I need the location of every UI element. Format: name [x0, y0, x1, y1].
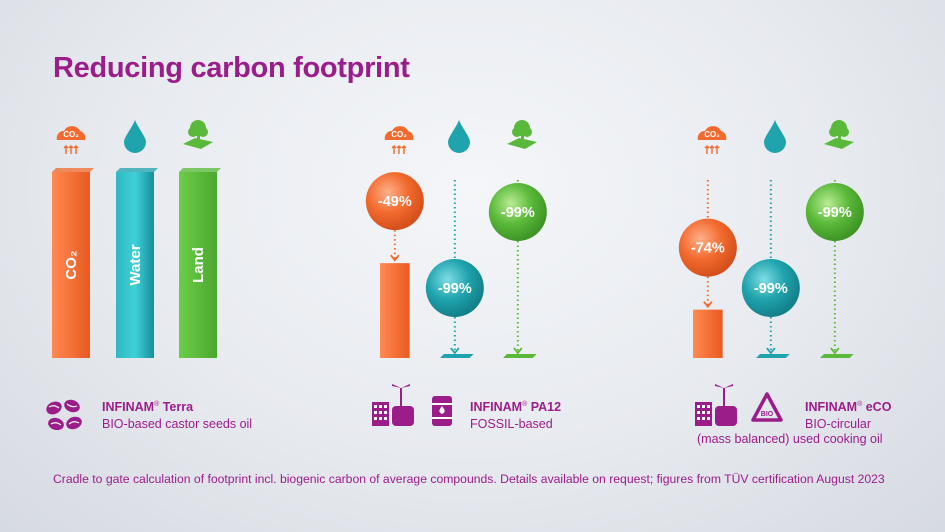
reduction-label-land: -99% [818, 205, 852, 221]
tree-trunk [838, 134, 841, 143]
product-sub: FOSSIL-based [470, 417, 553, 431]
water-drop-icon [124, 120, 146, 153]
reduction-label-water: -99% [438, 281, 472, 297]
bar-land-1 [503, 354, 537, 358]
reduction-bubble-water [425, 259, 484, 317]
footnote: Cradle to gate calculation of footprint … [53, 472, 885, 486]
connector-arrowhead [450, 347, 460, 355]
reduction-bubble-land [805, 183, 864, 241]
tree-trunk [521, 134, 524, 143]
bar-water-2 [756, 354, 790, 358]
industry-plant-icon [695, 384, 737, 426]
reduction-bubble-co2 [678, 218, 737, 277]
tree-crown [839, 127, 849, 137]
product-brand: INFINAM [102, 400, 155, 414]
product-brand: INFINAM [805, 400, 858, 414]
bar-top-water [116, 168, 158, 172]
oil-barrel-icon [432, 396, 452, 426]
connector-arrowhead [513, 347, 523, 355]
co2-arrow [401, 145, 407, 154]
registered-mark: ® [522, 401, 528, 408]
bio-recycle-icon: BIO [751, 392, 783, 422]
connector-arrowhead [766, 347, 776, 355]
registered-mark: ® [857, 401, 863, 408]
industry-plant-icon [372, 384, 414, 426]
reduction-label-water: -99% [754, 281, 788, 297]
land-tree-icon [507, 138, 537, 149]
co2-arrow [709, 145, 715, 154]
land-tree-icon [824, 138, 854, 149]
tree-crown [198, 127, 208, 137]
land-tree-icon [183, 138, 213, 149]
bar-label-co2: CO₂ [63, 250, 80, 279]
product-sub-line2: (mass balanced) used cooking oil [697, 432, 883, 446]
co2-icon-text: CO₂ [391, 130, 407, 139]
bar-land-terra [179, 172, 217, 358]
product-name: eCO [862, 400, 892, 414]
registered-mark: ® [154, 401, 160, 408]
co2-cloud-icon [56, 126, 86, 140]
bar-land-2 [820, 354, 854, 358]
reduction-bubble-land [488, 183, 547, 241]
reduction-bubble-water [741, 259, 800, 317]
connector-arrowhead [390, 254, 400, 262]
co2-icon-text: CO₂ [63, 130, 79, 139]
bar-co2-1 [380, 263, 410, 358]
water-drop-icon [448, 120, 470, 153]
product-sub: BIO-based castor seeds oil [102, 417, 253, 431]
tree-crown [512, 127, 522, 137]
co2-arrow [68, 145, 74, 154]
bar-co2-terra [52, 172, 90, 358]
bar-label-water: Water [127, 244, 144, 285]
tree-trunk [197, 134, 200, 143]
co2-arrow [714, 145, 720, 154]
bar-co2-2 [693, 309, 723, 358]
reduction-bubble-co2 [365, 172, 424, 231]
bar-top-land [179, 168, 221, 172]
bar-water-1 [440, 354, 474, 358]
co2-arrow [396, 145, 402, 154]
reduction-label-land: -99% [501, 205, 535, 221]
co2-cloud-icon [384, 126, 414, 140]
bar-water-terra [116, 172, 154, 358]
reduction-label-co2: -49% [378, 194, 412, 210]
co2-arrow [391, 145, 397, 154]
product-name: PA12 [527, 400, 562, 414]
co2-arrow [73, 145, 79, 154]
product-name: Terra [159, 400, 194, 414]
page-title: Reducing carbon footprint [53, 52, 410, 84]
co2-arrow [63, 145, 69, 154]
tree-crown [188, 127, 198, 137]
bar-top-co2 [52, 168, 94, 172]
product-sub: BIO-circular [805, 417, 871, 431]
connector-arrowhead [830, 347, 840, 355]
co2-icon-text: CO₂ [704, 130, 720, 139]
tree-crown [829, 127, 839, 137]
bio-badge-text: BIO [761, 411, 774, 418]
water-drop-icon [764, 120, 786, 153]
co2-cloud-icon [697, 126, 727, 140]
castor-seeds-icon [46, 399, 82, 431]
reduction-label-co2: -74% [691, 241, 725, 257]
tree-crown [522, 127, 532, 137]
connector-arrowhead [703, 301, 713, 309]
product-brand: INFINAM [470, 400, 523, 414]
co2-arrow [704, 145, 710, 154]
bar-label-land: Land [190, 247, 207, 283]
